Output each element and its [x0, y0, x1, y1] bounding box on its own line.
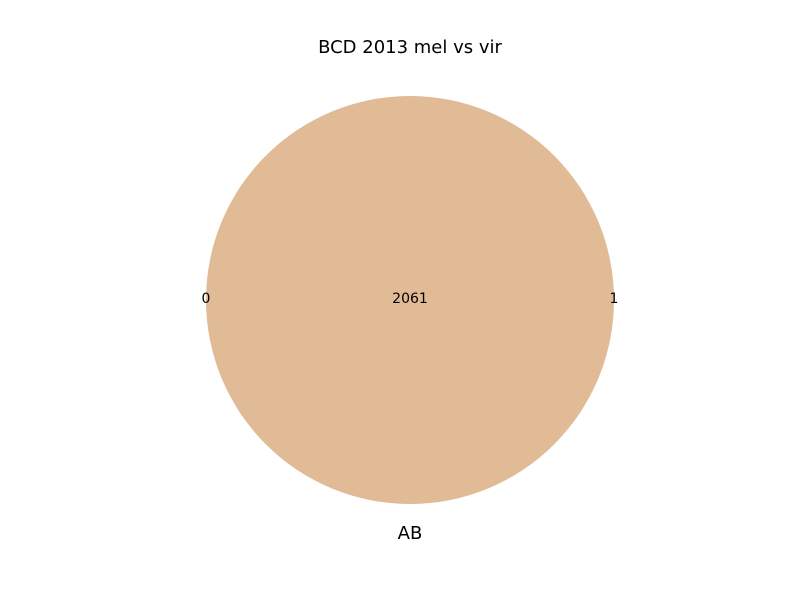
- count-only-a: 0: [202, 291, 211, 307]
- venn-overlap-region: [206, 96, 614, 504]
- overlap-set-label: AB: [398, 523, 423, 544]
- count-only-b: 1: [610, 291, 619, 307]
- chart-title: BCD 2013 mel vs vir: [318, 37, 502, 58]
- count-a-and-b: 2061: [392, 291, 428, 307]
